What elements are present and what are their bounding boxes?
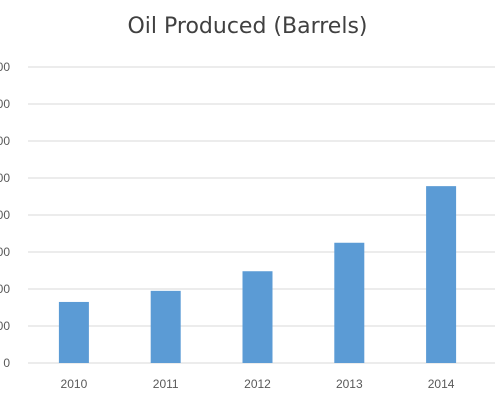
y-tick-label: 000	[0, 245, 10, 259]
y-tick-label: 000	[0, 97, 10, 111]
x-axis-tick-labels: 2010 2011 2012 2013 2014	[61, 377, 455, 391]
x-tick-label: 2014	[428, 377, 455, 391]
x-tick-label: 2013	[336, 377, 363, 391]
y-tick-label: 000	[0, 60, 10, 74]
y-tick-label: 000	[0, 282, 10, 296]
bar-2011	[150, 290, 181, 363]
x-tick-label: 2012	[244, 377, 271, 391]
y-tick-label: 000	[0, 134, 10, 148]
y-tick-label: 000	[0, 171, 10, 185]
y-axis-tick-labels: 0000000000000000000000000	[0, 60, 10, 370]
y-tick-label: 0	[3, 356, 10, 370]
x-tick-label: 2010	[61, 377, 88, 391]
bar-2010	[58, 301, 89, 363]
bar-2014	[426, 186, 457, 363]
y-tick-label: 000	[0, 208, 10, 222]
bar-2012	[242, 271, 273, 363]
bars	[58, 186, 457, 363]
x-tick-label: 2011	[153, 377, 179, 391]
y-tick-label: 000	[0, 319, 10, 333]
chart-title: Oil Produced (Barrels)	[127, 14, 368, 39]
bar-2013	[334, 242, 365, 363]
